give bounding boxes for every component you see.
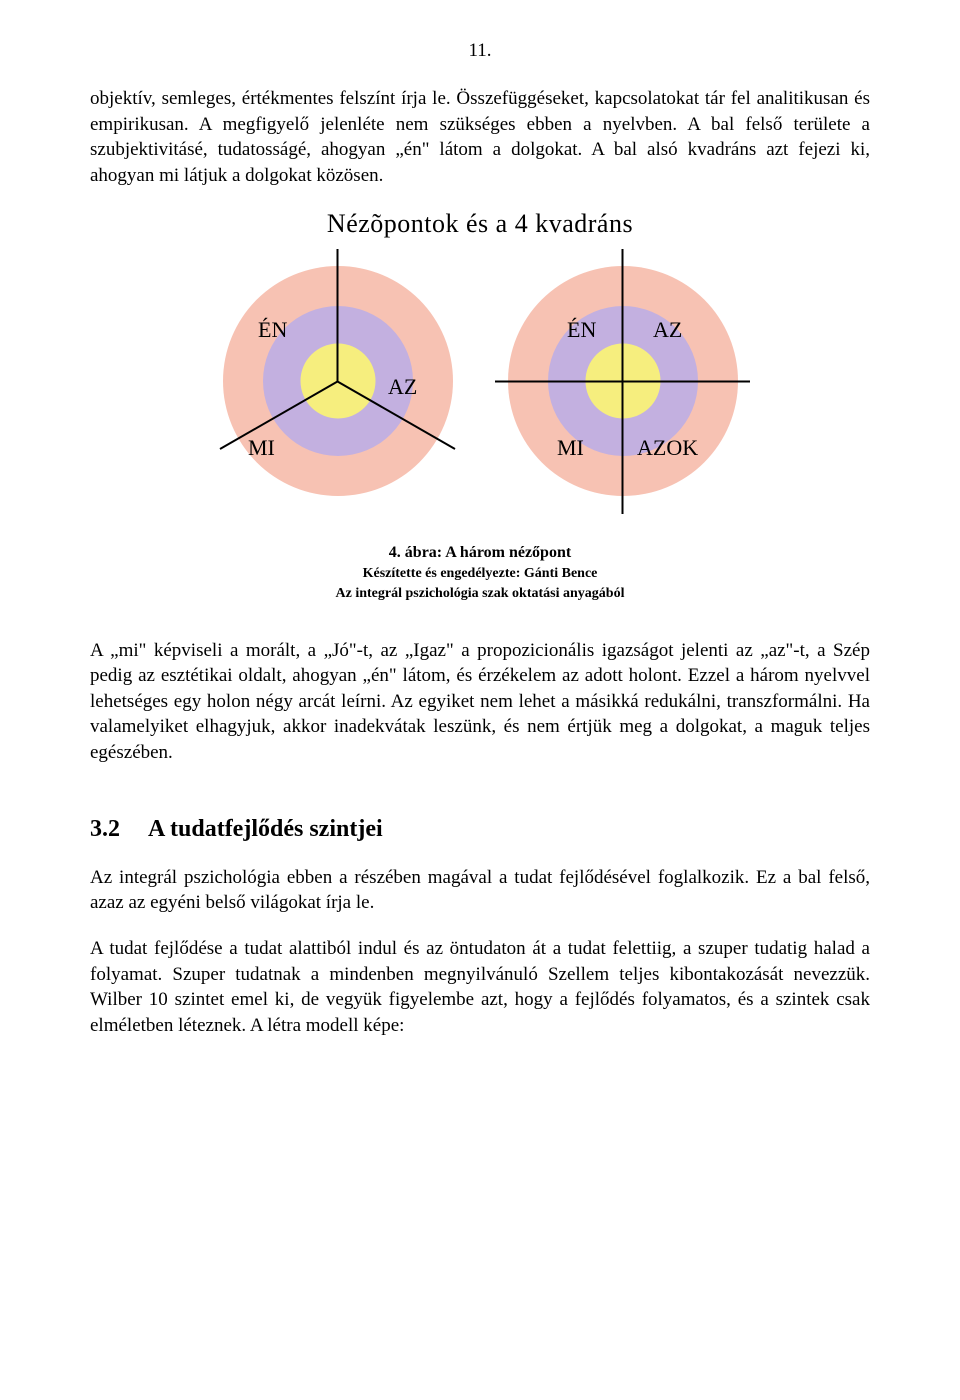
paragraph-2: A „mi" képviseli a morált, a „Jó"-t, az … xyxy=(90,638,870,766)
section-heading-3-2: 3.2 A tudatfejlődés szintjei xyxy=(90,816,870,843)
figure-title: Nézõpontok és a 4 kvadráns xyxy=(210,209,750,239)
label-az: AZ xyxy=(388,374,417,400)
section-title: A tudatfejlődés szintjei xyxy=(148,816,383,842)
page-number: 11. xyxy=(90,40,870,62)
diagram-right-lines xyxy=(495,249,750,514)
figure-caption: 4. ábra: A három nézőpont xyxy=(210,544,750,562)
paragraph-4: A tudat fejlődése a tudat alattiból indu… xyxy=(90,936,870,1039)
figure-4: Nézõpontok és a 4 kvadráns ÉN AZ MI xyxy=(210,209,750,602)
paragraph-1: objektív, semleges, értékmentes felszínt… xyxy=(90,86,870,189)
label-azok-br: AZOK xyxy=(637,435,698,461)
document-page: 11. objektív, semleges, értékmentes fels… xyxy=(0,0,960,1400)
label-en-tl: ÉN xyxy=(567,317,596,343)
diagram-left: ÉN AZ MI xyxy=(210,249,465,514)
label-mi: MI xyxy=(248,435,275,461)
label-az-tr: AZ xyxy=(653,317,682,343)
figure-diagrams-row: ÉN AZ MI ÉN AZ MI AZOK xyxy=(210,249,750,514)
figure-caption-sub1: Készítette és engedélyezte: Gánti Bence xyxy=(210,566,750,582)
label-en: ÉN xyxy=(258,317,287,343)
paragraph-3: Az integrál pszichológia ebben a részébe… xyxy=(90,865,870,916)
diagram-left-lines xyxy=(210,249,465,514)
figure-caption-sub2: Az integrál pszichológia szak oktatási a… xyxy=(210,586,750,602)
label-mi-bl: MI xyxy=(557,435,584,461)
section-number: 3.2 xyxy=(90,816,120,843)
diagram-right: ÉN AZ MI AZOK xyxy=(495,249,750,514)
